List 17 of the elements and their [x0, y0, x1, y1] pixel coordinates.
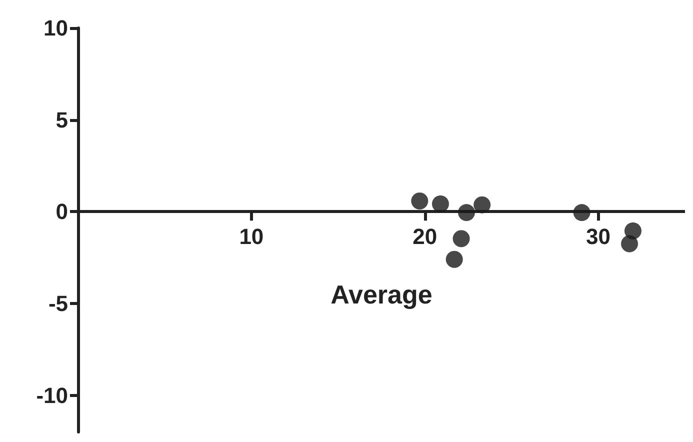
y-tick-label: -5 [48, 290, 68, 316]
x-tick-label: 10 [239, 224, 264, 250]
x-axis-title: Average [330, 280, 432, 310]
point [474, 196, 491, 214]
y-tick-label: 10 [44, 16, 68, 40]
y-tick-label: -10 [36, 382, 68, 408]
point [446, 250, 463, 268]
point [411, 192, 428, 210]
y-tick-label: 5 [56, 107, 68, 132]
point [573, 204, 590, 222]
x-tick-label: 20 [412, 224, 438, 250]
y-tick-label: 0 [56, 199, 68, 224]
point [432, 195, 449, 212]
x-tick-label: 30 [586, 224, 611, 250]
point [452, 230, 470, 248]
point [621, 235, 638, 252]
point [458, 204, 475, 222]
